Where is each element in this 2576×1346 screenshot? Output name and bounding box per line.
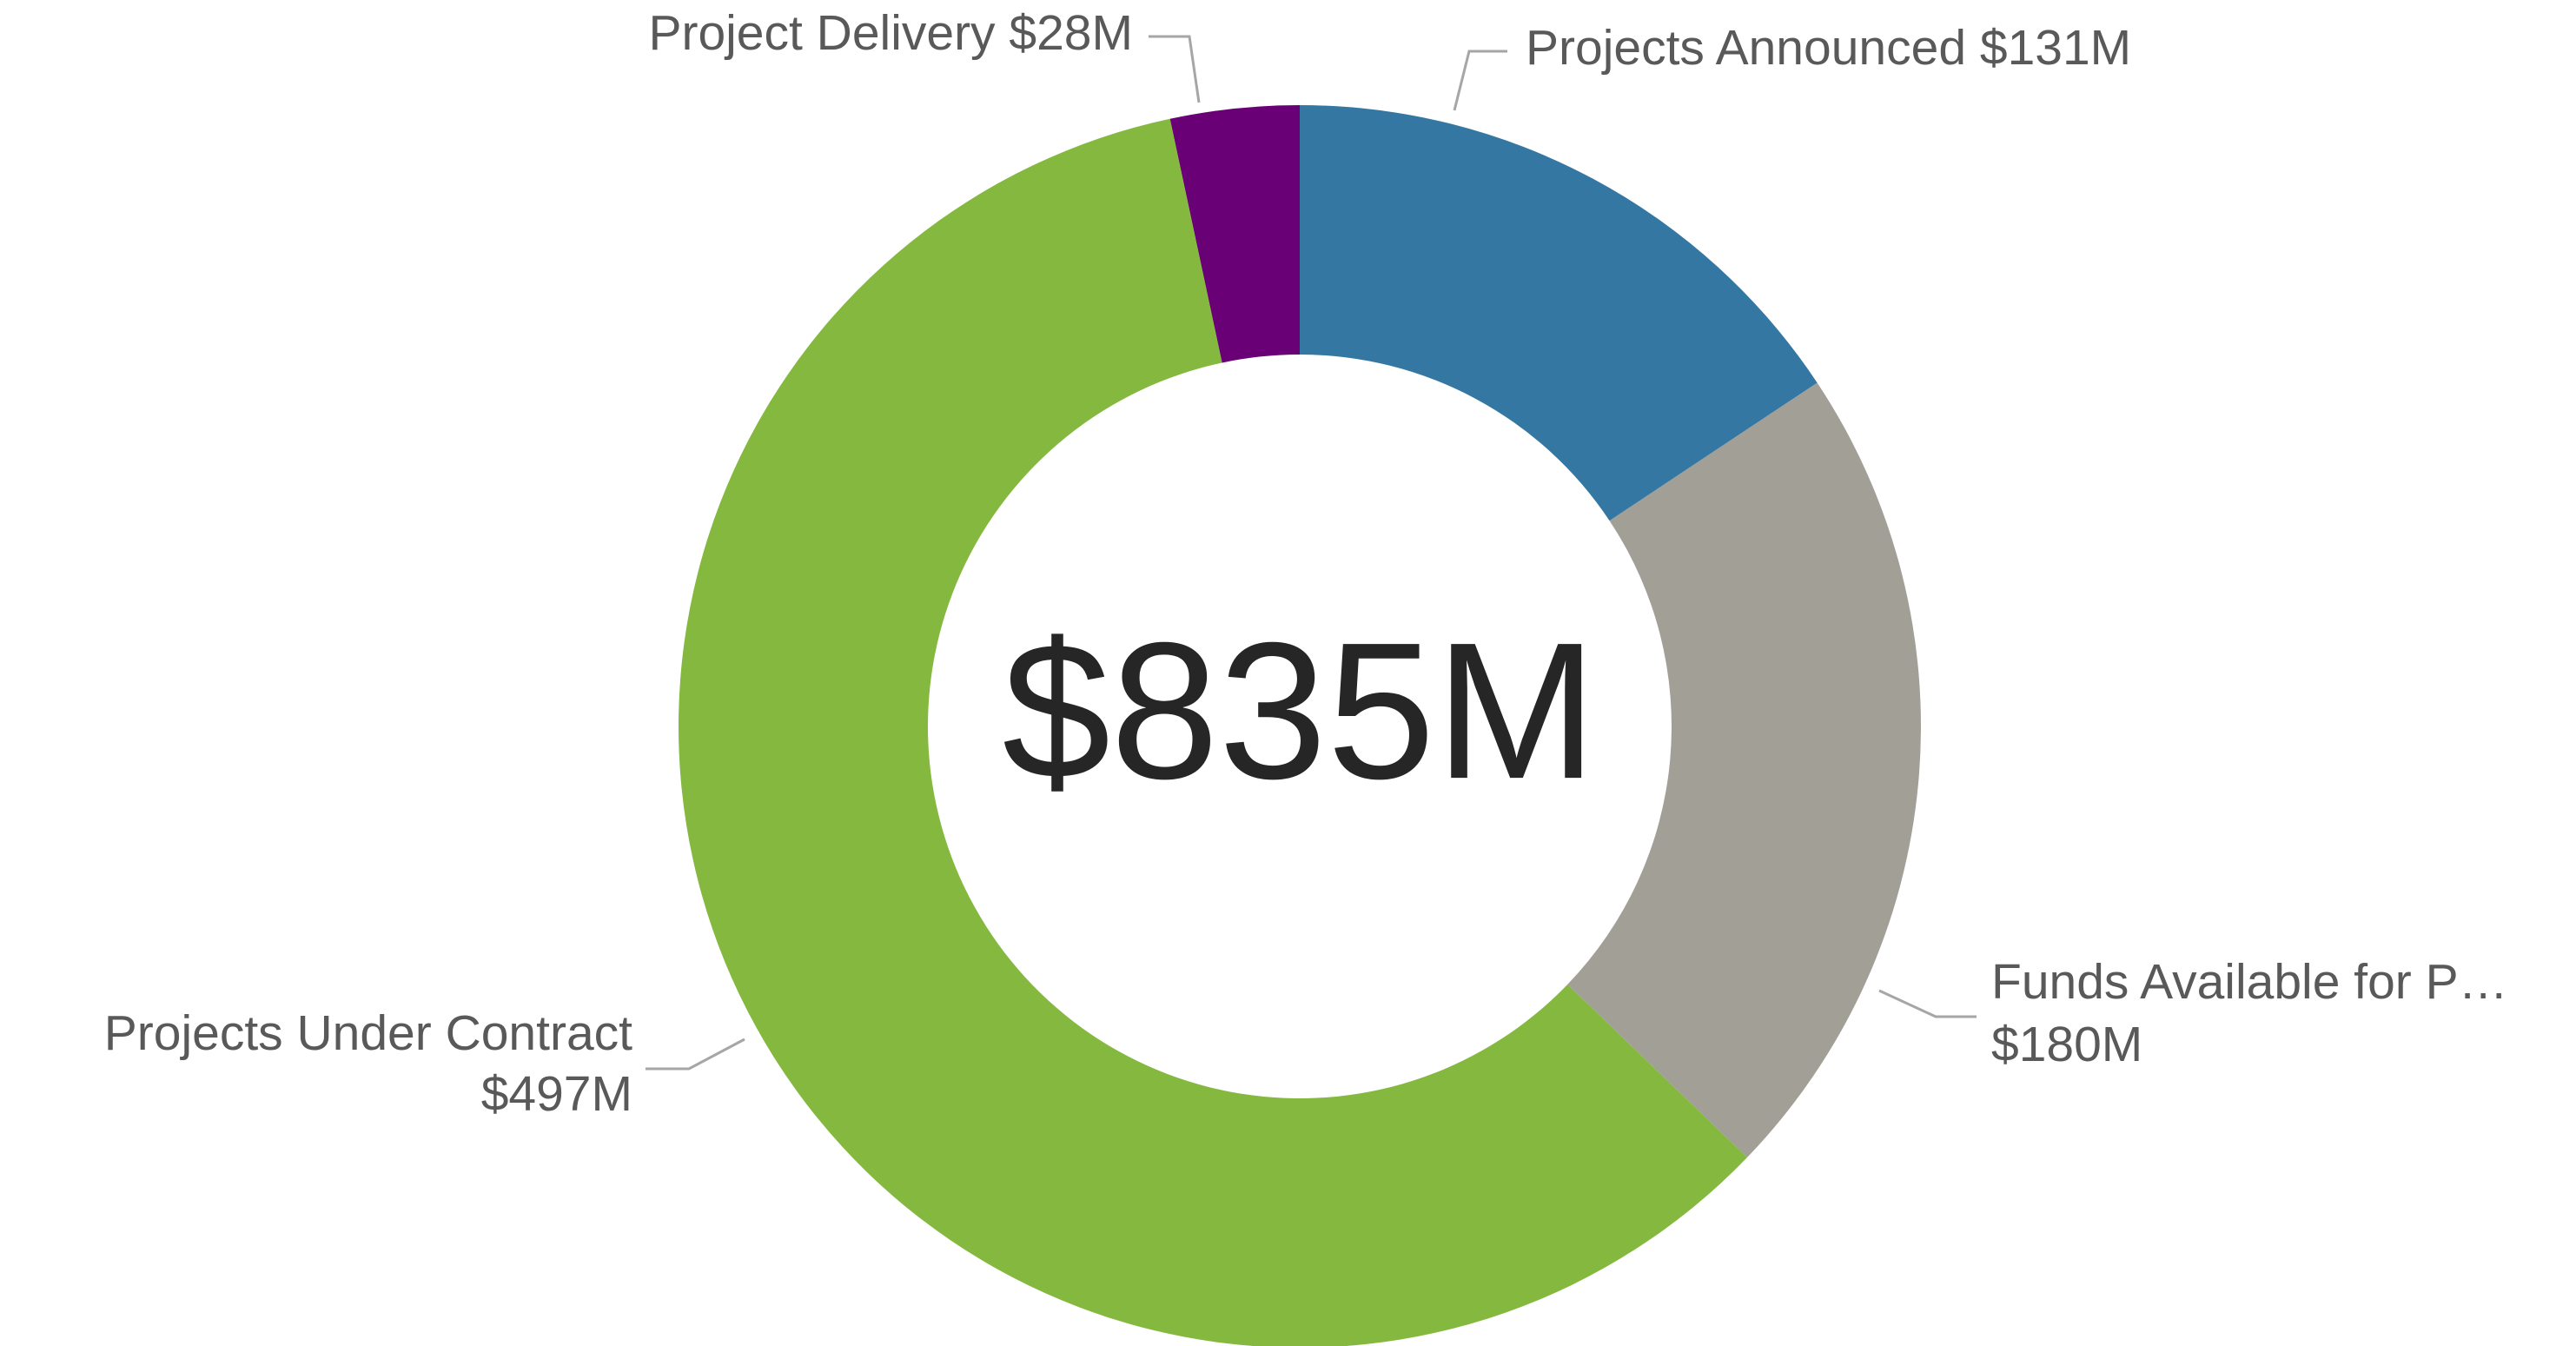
category-label: Projects Under Contract bbox=[104, 1005, 632, 1061]
donut-slice bbox=[1567, 382, 1921, 1157]
category-label: Projects Announced bbox=[1526, 20, 1966, 76]
leader-line bbox=[1878, 989, 1977, 1018]
value-label: $180M bbox=[1991, 1017, 2142, 1072]
category-label: Project Delivery bbox=[648, 5, 996, 61]
value-label: $497M bbox=[481, 1066, 632, 1122]
category-label: Funds Available for P… bbox=[1991, 954, 2508, 1010]
leader-line bbox=[646, 1038, 745, 1071]
value-label: $131M bbox=[1980, 20, 2131, 76]
donut-slice bbox=[1169, 105, 1300, 363]
data-label: Projects Announced $131M bbox=[1526, 20, 2131, 76]
value-label: $28M bbox=[1009, 5, 1133, 61]
leader-line bbox=[1453, 50, 1507, 111]
donut-slice bbox=[1300, 105, 1818, 521]
data-label: Project Delivery $28M bbox=[648, 5, 1133, 61]
donut-slice bbox=[679, 118, 1747, 1346]
center-label: $835M bbox=[1003, 602, 1598, 819]
leader-line bbox=[1149, 35, 1201, 103]
